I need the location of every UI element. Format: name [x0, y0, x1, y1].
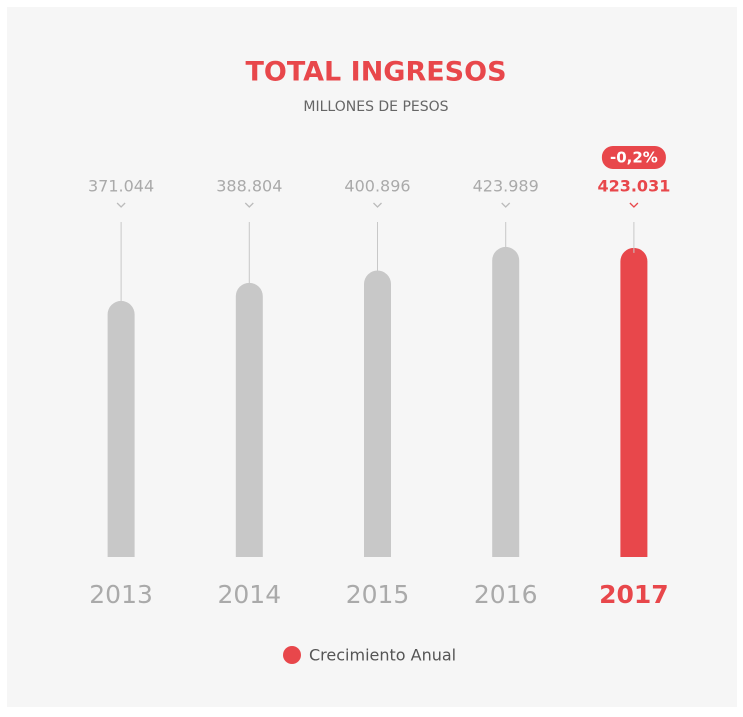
- chevron: [629, 202, 639, 208]
- legend-label: Crecimiento Anual: [309, 646, 456, 665]
- chart-title: TOTAL INGRESOS: [245, 57, 506, 88]
- chart-subtitle: MILLONES DE PESOS: [303, 99, 448, 115]
- x-tick-label: 2014: [217, 580, 281, 609]
- x-tick-label: 2017: [599, 580, 669, 609]
- chevron: [501, 202, 511, 208]
- x-tick-label: 2015: [346, 580, 410, 609]
- bar: [620, 247, 648, 557]
- x-tick-label: 2013: [89, 580, 153, 609]
- annotation-badge: [601, 146, 666, 169]
- bar: [107, 300, 135, 557]
- value-label: 400.896: [344, 177, 410, 196]
- chevron: [116, 202, 126, 208]
- annotation: -0,2%: [610, 149, 658, 167]
- value-label: 423.031: [597, 177, 670, 196]
- bar: [364, 270, 391, 557]
- chevron: [373, 202, 382, 208]
- bar: [235, 282, 263, 557]
- x-tick-label: 2016: [474, 580, 538, 609]
- value-label: 388.804: [216, 177, 282, 196]
- value-label: 423.989: [473, 177, 539, 196]
- chevron: [244, 202, 254, 208]
- value-label: 371.044: [88, 177, 154, 196]
- legend-marker: [283, 646, 301, 664]
- bar: [492, 246, 520, 557]
